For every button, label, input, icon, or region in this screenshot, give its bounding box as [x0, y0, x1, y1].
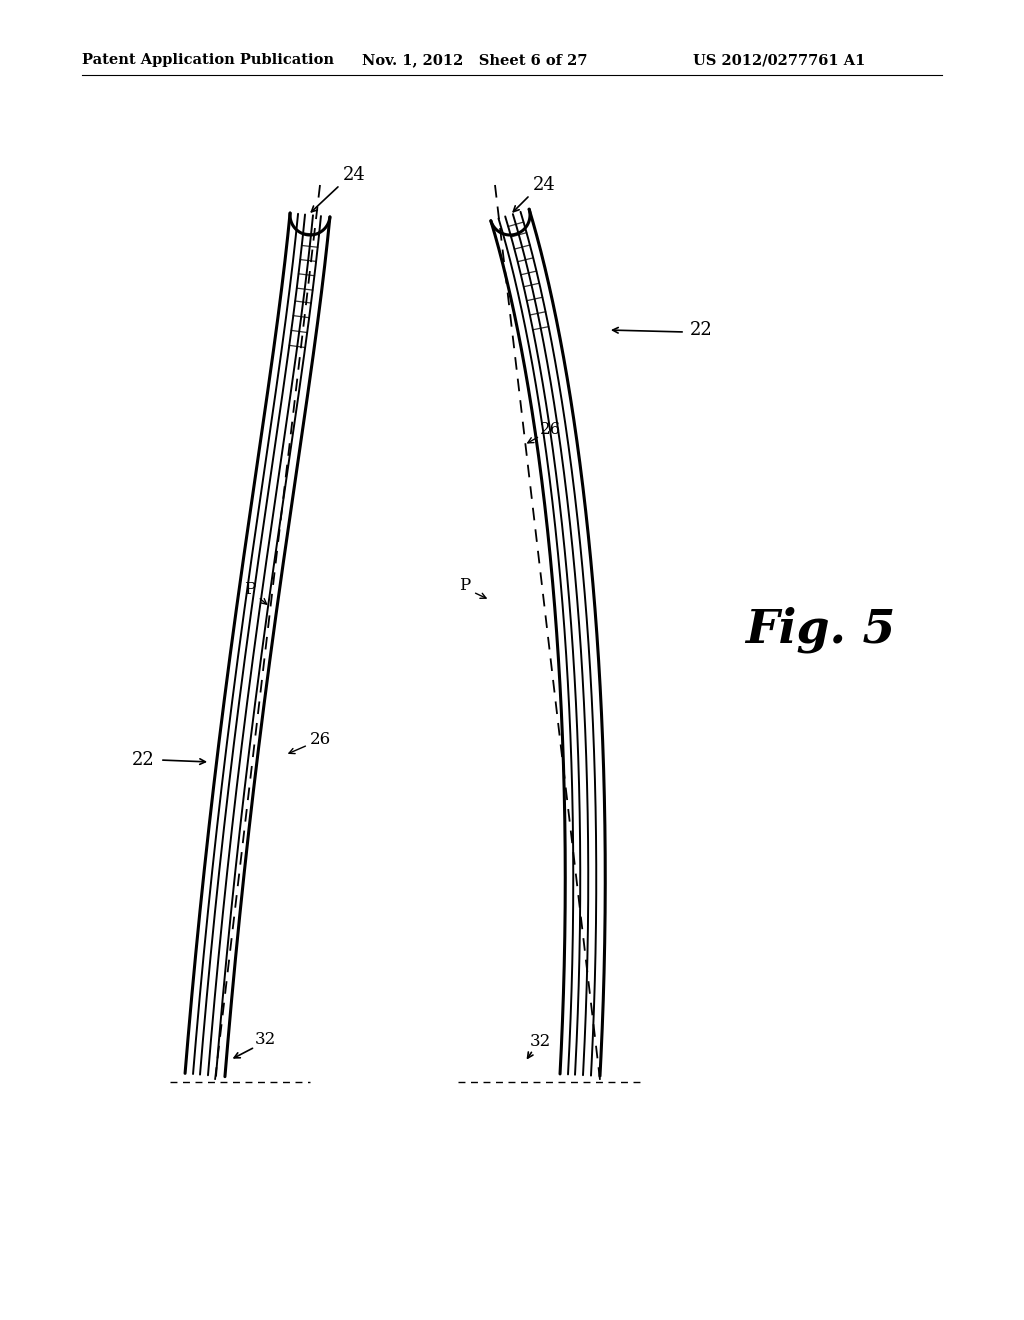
Text: Nov. 1, 2012   Sheet 6 of 27: Nov. 1, 2012 Sheet 6 of 27 — [362, 53, 588, 67]
Text: 32: 32 — [530, 1034, 551, 1051]
Text: P: P — [460, 577, 471, 594]
Text: 22: 22 — [690, 321, 713, 339]
Text: US 2012/0277761 A1: US 2012/0277761 A1 — [693, 53, 865, 67]
Text: Patent Application Publication: Patent Application Publication — [82, 53, 334, 67]
Text: 22: 22 — [132, 751, 155, 770]
Text: 26: 26 — [540, 421, 561, 438]
Text: P: P — [245, 582, 256, 598]
Text: 24: 24 — [534, 176, 556, 194]
Text: 26: 26 — [310, 731, 331, 748]
Text: 32: 32 — [255, 1031, 276, 1048]
Text: 24: 24 — [343, 166, 366, 183]
Text: Fig. 5: Fig. 5 — [744, 607, 895, 653]
